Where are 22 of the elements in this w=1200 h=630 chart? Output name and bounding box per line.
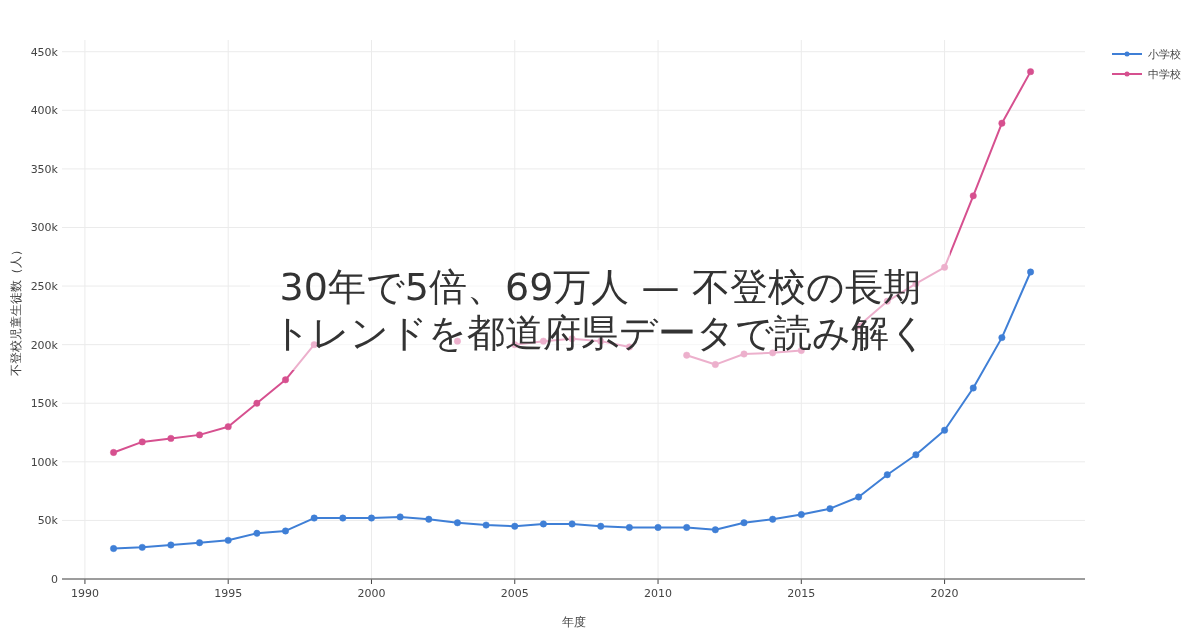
x-tick-label: 2020 <box>930 587 959 600</box>
legend-label: 中学校 <box>1148 68 1181 81</box>
x-tick-label: 2010 <box>644 587 673 600</box>
text: 30年で5倍、69万人 — 不登校の長期トレンドを都道府県データで読み解く <box>272 265 928 355</box>
y-tick-label: 250k <box>30 280 59 294</box>
y-tick-label: 400k <box>30 104 59 118</box>
x-axis-title: 年度 <box>561 615 586 629</box>
x-tick-label: 2015 <box>787 587 816 600</box>
y-tick-label: 450k <box>30 45 59 59</box>
y-tick-label: 50k <box>37 514 59 528</box>
x-tick-label: 2005 <box>500 587 529 600</box>
x-tick-label: 1995 <box>214 587 243 600</box>
y-tick-label: 200k <box>30 338 59 352</box>
y-tick-label: 150k <box>30 397 59 411</box>
y-tick-label: 350k <box>30 162 59 176</box>
y-axis-title: 不登校児童生徒数（人） <box>9 243 23 376</box>
y-tick-label: 300k <box>30 221 59 235</box>
y-tick-label: 0 <box>51 573 58 586</box>
y-tick-label: 100k <box>30 455 59 469</box>
x-tick-label: 2000 <box>357 587 386 600</box>
legend-label: 小学校 <box>1148 48 1181 61</box>
x-tick-label: 1990 <box>70 587 99 600</box>
